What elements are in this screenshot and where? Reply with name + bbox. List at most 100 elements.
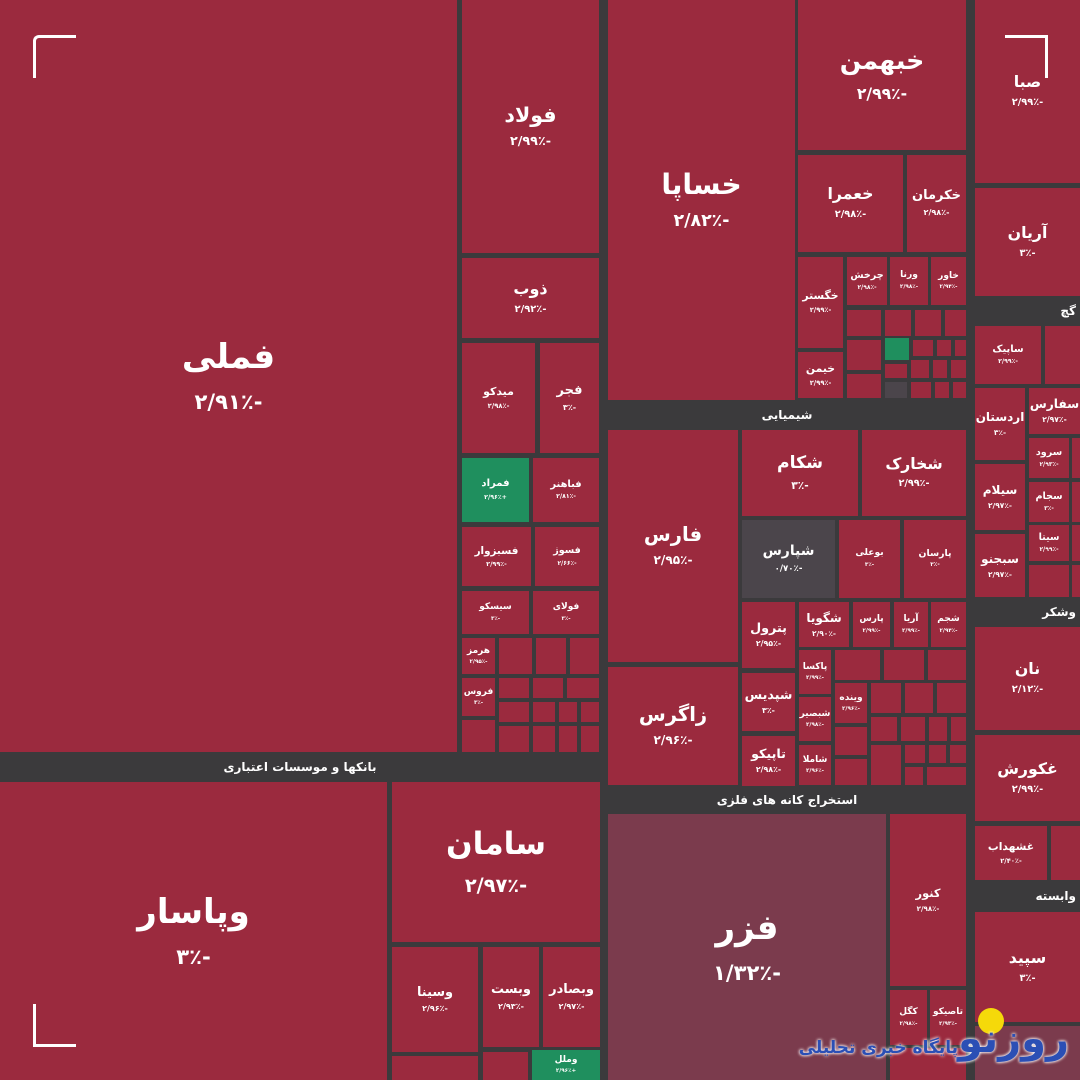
treemap-tile-small[interactable] <box>975 1026 1080 1080</box>
treemap-tile-small[interactable] <box>1029 565 1069 597</box>
treemap-tile-small[interactable] <box>499 638 532 674</box>
treemap-tile-small[interactable] <box>935 382 949 398</box>
treemap-tile[interactable]: شگویا -۲/۹۰٪ <box>799 602 849 647</box>
treemap-tile[interactable]: شاملا -۲/۹۶٪ <box>799 745 831 785</box>
treemap-tile-small[interactable] <box>950 745 966 763</box>
treemap-tile[interactable]: پارسان -۳٪ <box>904 520 966 598</box>
treemap-tile-small[interactable] <box>953 382 966 398</box>
treemap-tile[interactable]: خبهمن -۲/۹۹٪ <box>798 0 966 150</box>
treemap-tile[interactable]: سجام -۳٪ <box>1029 482 1069 522</box>
treemap-tile[interactable]: کگل -۲/۹۸٪ <box>890 990 927 1045</box>
treemap-tile-small[interactable] <box>890 1048 966 1080</box>
treemap-tile[interactable]: فولاد -۲/۹۹٪ <box>462 0 599 253</box>
treemap-tile[interactable]: وپاسار -۳٪ <box>0 782 387 1080</box>
treemap-tile[interactable]: کنور -۲/۹۸٪ <box>890 814 966 986</box>
treemap-tile-small[interactable] <box>581 726 599 752</box>
treemap-tile[interactable]: میدکو -۲/۹۸٪ <box>462 343 535 453</box>
treemap-tile[interactable]: اردستان -۳٪ <box>975 388 1025 460</box>
treemap-tile-small[interactable] <box>1072 565 1080 597</box>
treemap-tile-small[interactable] <box>462 720 495 752</box>
treemap-tile[interactable]: وسینا -۲/۹۶٪ <box>392 947 478 1052</box>
treemap-tile[interactable]: فسوژ -۲/۶۶٪ <box>535 527 599 586</box>
treemap-tile[interactable]: سامان -۲/۹۷٪ <box>392 782 600 942</box>
treemap-tile-small[interactable] <box>567 678 599 698</box>
treemap-tile-small[interactable] <box>905 745 925 763</box>
treemap-tile[interactable]: فزر -۱/۳۲٪ <box>608 814 886 1080</box>
treemap-tile-small[interactable] <box>533 726 555 752</box>
treemap-tile[interactable]: پارس -۲/۹۹٪ <box>853 602 890 647</box>
treemap-tile-small[interactable] <box>929 745 946 763</box>
treemap-tile-small[interactable] <box>1072 525 1080 561</box>
treemap-tile-small[interactable] <box>885 364 907 378</box>
treemap-tile-small[interactable] <box>884 650 924 680</box>
treemap-tile[interactable]: خگستر -۲/۹۹٪ <box>798 257 843 348</box>
treemap-tile[interactable]: نان -۲/۱۲٪ <box>975 627 1080 730</box>
treemap-tile[interactable]: زاگرس -۲/۹۶٪ <box>608 667 738 785</box>
treemap-tile[interactable]: وبست -۲/۹۳٪ <box>483 947 539 1047</box>
treemap-tile-small[interactable] <box>945 310 966 336</box>
treemap-tile-small[interactable] <box>392 1056 478 1080</box>
treemap-tile[interactable]: صبا -۲/۹۹٪ <box>975 0 1080 183</box>
treemap-tile-small[interactable] <box>905 767 923 785</box>
treemap-tile-small[interactable] <box>559 702 577 722</box>
treemap-tile-small[interactable] <box>499 702 529 722</box>
treemap-tile[interactable]: سیلام -۲/۹۷٪ <box>975 464 1025 530</box>
treemap-tile[interactable]: وبصادر -۲/۹۷٪ <box>543 947 600 1047</box>
treemap-tile-small[interactable] <box>483 1052 528 1080</box>
treemap-tile[interactable]: چرخش -۲/۹۸٪ <box>847 257 887 305</box>
treemap-tile-small[interactable] <box>885 382 907 398</box>
treemap-tile-small[interactable] <box>927 767 966 785</box>
treemap-tile-small[interactable] <box>499 726 529 752</box>
treemap-tile-small[interactable] <box>1072 482 1080 522</box>
treemap-tile-small[interactable] <box>1072 438 1080 478</box>
treemap-tile[interactable]: فارس -۲/۹۵٪ <box>608 430 738 662</box>
treemap-tile[interactable]: خکرمان -۲/۹۸٪ <box>907 155 966 252</box>
treemap-tile-small[interactable] <box>570 638 599 674</box>
treemap-tile[interactable]: فولای -۳٪ <box>533 591 599 634</box>
treemap-tile[interactable]: شجم -۲/۹۴٪ <box>931 602 966 647</box>
treemap-tile-small[interactable] <box>933 360 947 378</box>
treemap-tile-small[interactable] <box>1045 326 1080 384</box>
treemap-tile[interactable]: وینده -۲/۹۶٪ <box>835 683 867 723</box>
treemap-tile-small[interactable] <box>847 374 881 398</box>
treemap-tile-small[interactable] <box>929 717 947 741</box>
treemap-tile-small[interactable] <box>536 638 566 674</box>
treemap-tile-small[interactable] <box>885 310 911 336</box>
treemap-tile-small[interactable] <box>559 726 577 752</box>
treemap-tile-small[interactable] <box>928 650 966 680</box>
treemap-tile[interactable]: هرمز -۲/۹۵٪ <box>462 638 495 674</box>
treemap-tile[interactable]: ذوب -۲/۹۲٪ <box>462 258 599 338</box>
treemap-tile-small[interactable] <box>951 717 966 741</box>
treemap-tile[interactable]: فمراد +۲/۹۶٪ <box>462 458 529 522</box>
treemap-tile[interactable]: پاکسا -۲/۹۹٪ <box>799 650 831 694</box>
treemap-tile[interactable]: شپارس -۰/۷۰٪ <box>742 520 835 598</box>
treemap-tile[interactable]: پترول -۲/۹۵٪ <box>742 602 795 668</box>
treemap-tile-small[interactable] <box>911 360 929 378</box>
treemap-tile-small[interactable] <box>937 683 966 713</box>
treemap-tile[interactable]: وملل +۲/۹۶٪ <box>532 1050 600 1080</box>
treemap-tile[interactable]: غکورش -۲/۹۹٪ <box>975 735 1080 821</box>
treemap-tile[interactable]: خساپا -۲/۸۲٪ <box>608 0 795 400</box>
treemap-tile[interactable]: فباهنر -۲/۸۱٪ <box>533 458 599 522</box>
treemap-tile[interactable]: خعمرا -۲/۹۸٪ <box>798 155 903 252</box>
treemap-tile-small[interactable] <box>885 338 909 360</box>
treemap-tile-small[interactable] <box>835 759 867 785</box>
treemap-tile-small[interactable] <box>951 360 966 378</box>
treemap-tile-small[interactable] <box>847 310 881 336</box>
treemap-tile[interactable]: سرود -۲/۹۳٪ <box>1029 438 1069 478</box>
treemap-tile[interactable]: فسبزوار -۲/۹۹٪ <box>462 527 531 586</box>
treemap-tile-small[interactable] <box>847 340 881 370</box>
treemap-tile[interactable]: سیتا -۲/۹۹٪ <box>1029 525 1069 561</box>
treemap-tile[interactable]: فروس -۳٪ <box>462 678 495 716</box>
treemap-tile-small[interactable] <box>533 678 563 698</box>
treemap-tile-small[interactable] <box>871 683 901 713</box>
treemap-tile[interactable]: سپید -۳٪ <box>975 912 1080 1022</box>
treemap-tile-small[interactable] <box>955 340 966 356</box>
treemap-tile-small[interactable] <box>835 650 880 680</box>
treemap-tile[interactable]: شکام -۳٪ <box>742 430 858 516</box>
treemap-tile-small[interactable] <box>905 683 933 713</box>
treemap-tile-small[interactable] <box>913 340 933 356</box>
treemap-tile-small[interactable] <box>911 382 931 398</box>
treemap-tile-small[interactable] <box>915 310 941 336</box>
treemap-tile[interactable]: سبجنو -۲/۹۷٪ <box>975 534 1025 597</box>
